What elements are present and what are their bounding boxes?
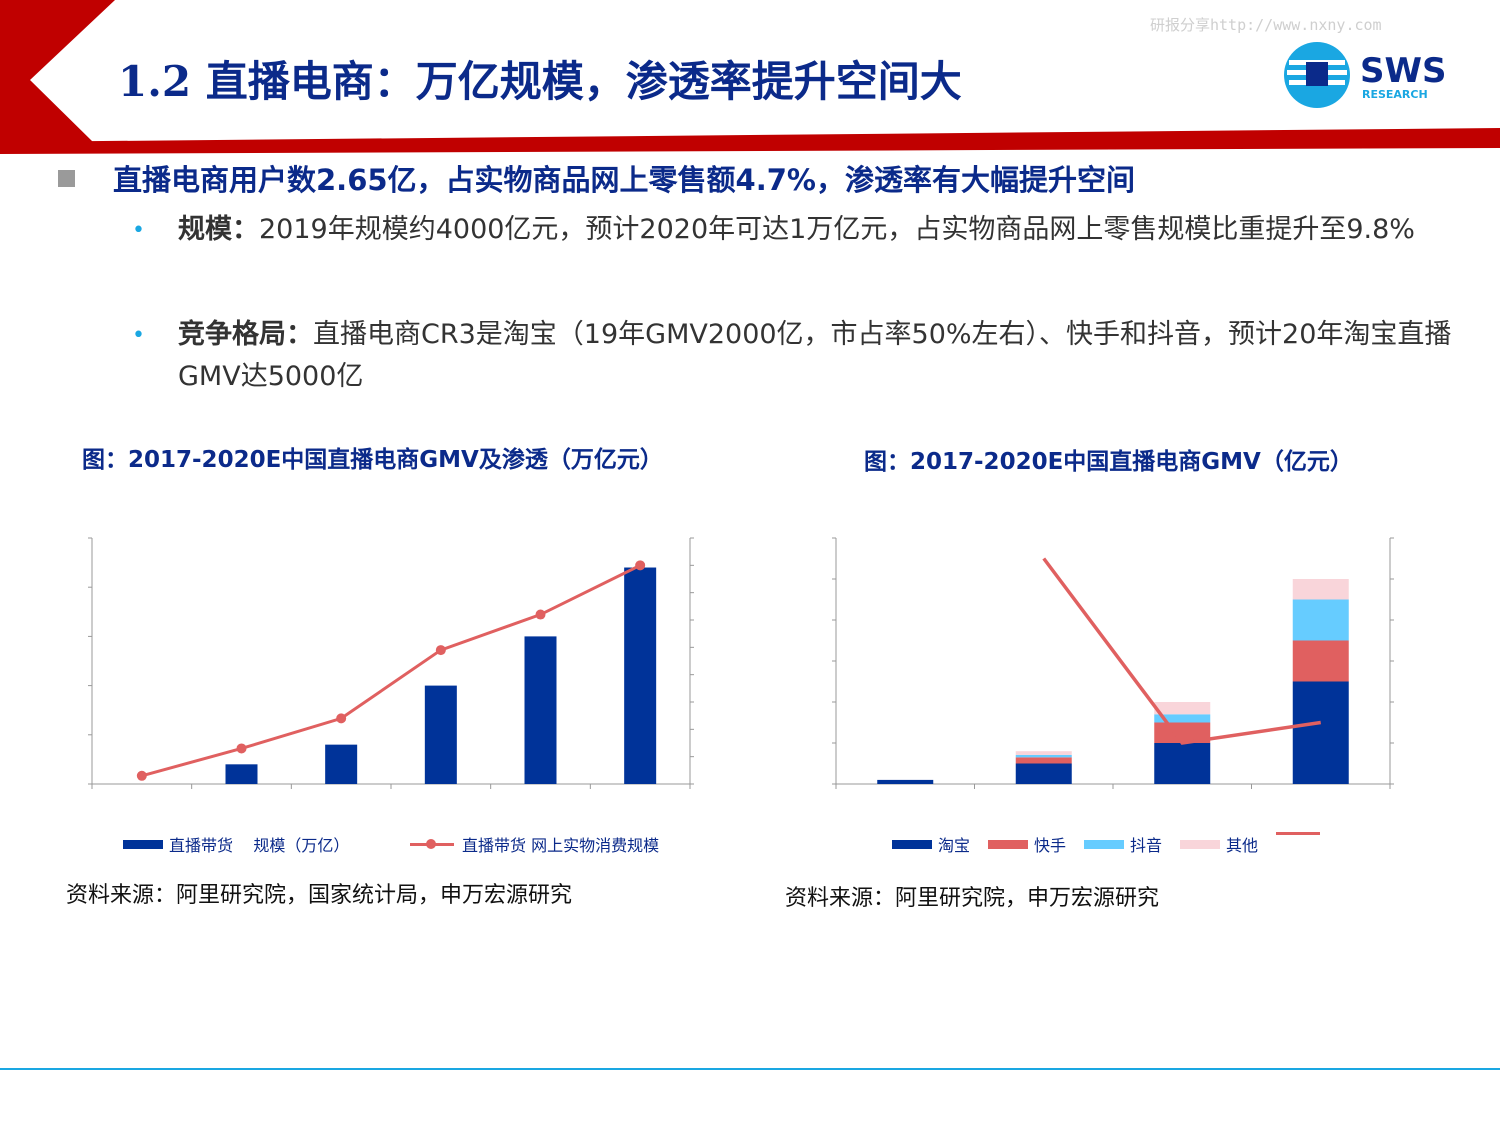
chart1-legend-line: 直播带货 网上实物消费规模: [410, 832, 659, 856]
chart1-bar: [624, 567, 657, 784]
chart1-bar: [524, 636, 557, 784]
chart2-bar-segment: [1154, 743, 1211, 784]
chart1-line-point: [635, 560, 646, 571]
bullet-competition: • 竞争格局：直播电商CR3是淘宝（19年GMV2000亿，市占率50%左右）、…: [132, 314, 1467, 398]
chart1-line-series: [141, 563, 641, 778]
chart2-bar-segment: [1015, 751, 1072, 755]
chart2-title: 图：2017-2020E中国直播电商GMV（亿元）: [864, 449, 1353, 475]
headline-row: 直播电商用户数2.65亿，占实物商品网上零售额4.7%，渗透率有大幅提升空间: [58, 156, 1135, 200]
chart2-legend-taobao: 淘宝: [892, 832, 970, 856]
bullet-dot-icon: •: [132, 323, 145, 348]
legend-swatch: [1180, 839, 1220, 849]
legend-line-icon: [410, 838, 454, 849]
chart1-line-point: [435, 645, 446, 656]
chart2-bar-segment: [1292, 681, 1349, 784]
chart2-bar-segment: [1015, 754, 1072, 758]
logo-subtext: RESEARCH: [1362, 88, 1428, 101]
bullet-dot-icon: •: [132, 218, 145, 243]
chart1-legend-bar: 直播带货 规模（万亿）: [123, 832, 349, 856]
bullet-text: 直播电商CR3是淘宝（19年GMV2000亿，市占率50%左右）、快手和抖音，预…: [178, 319, 1452, 392]
bullet-text: 2019年规模约4000亿元，预计2020年可达1万亿元，占实物商品网上零售规模…: [259, 214, 1415, 245]
chart1-bar: [225, 764, 258, 784]
legend-swatch: [892, 839, 932, 849]
chart2-bar-segment: [1015, 757, 1072, 764]
chart2-legend-douyin: 抖音: [1084, 832, 1162, 856]
chart2-bar-segment: [1154, 722, 1211, 743]
square-bullet-icon: [58, 169, 75, 187]
chart2-bar-segment: [1292, 599, 1349, 641]
chart2-bar-segment: [1292, 579, 1349, 600]
legend-swatch: [1084, 839, 1124, 849]
footer-divider: [0, 1068, 1500, 1070]
chart1-line-point: [136, 770, 147, 781]
chart1-title: 图：2017-2020E中国直播电商GMV及渗透（万亿元）: [82, 447, 663, 473]
chart1-line-point: [336, 713, 347, 724]
logo-text: SWS: [1360, 51, 1446, 91]
chart2-line-series: [1042, 557, 1322, 745]
headline: 直播电商用户数2.65亿，占实物商品网上零售额4.7%，渗透率有大幅提升空间: [113, 163, 1135, 197]
bullet-label: 竞争格局：: [178, 319, 313, 350]
chart2-legend-line: [1276, 832, 1328, 835]
legend-swatch: [123, 839, 163, 849]
bullet-label: 规模：: [178, 214, 259, 245]
legend-label: 其他: [1226, 836, 1259, 855]
legend-swatch: [988, 839, 1028, 849]
chart2-bar-segment: [1292, 640, 1349, 682]
chart2-source: 资料来源：阿里研究院，申万宏源研究: [785, 886, 1160, 911]
chart1-bar: [325, 744, 358, 784]
chart1-source: 资料来源：阿里研究院，国家统计局，申万宏源研究: [66, 883, 573, 908]
watermark: 研报分享http://www.nxny.com: [1150, 16, 1382, 34]
page-title: 1.2 直播电商：万亿规模，渗透率提升空间大: [118, 57, 962, 106]
sws-logo: SWS RESEARCH: [1284, 42, 1446, 108]
chart2-legend-kuaishou: 快手: [988, 832, 1066, 856]
chart2-legend-other: 其他: [1180, 832, 1258, 856]
chart2-bar-segment: [1154, 702, 1211, 715]
chart2-bar-segment: [1154, 714, 1211, 723]
legend-label: 抖音: [1130, 836, 1163, 855]
legend-label: 淘宝: [938, 836, 971, 855]
chart1-bar: [424, 685, 457, 784]
chart2-bar-segment: [1015, 763, 1072, 784]
chart2-bar-segment: [877, 779, 934, 784]
legend-label: 直播带货 规模（万亿）: [169, 836, 350, 855]
legend-label: 快手: [1034, 836, 1067, 855]
legend-label: 直播带货 网上实物消费规模: [462, 836, 660, 855]
legend-line-icon: [1276, 832, 1320, 835]
chart1-line-point: [535, 609, 546, 620]
header-banner: [0, 0, 1500, 154]
chart1-line-point: [236, 743, 247, 754]
bullet-scale: • 规模：2019年规模约4000亿元，预计2020年可达1万亿元，占实物商品网…: [132, 209, 1467, 251]
